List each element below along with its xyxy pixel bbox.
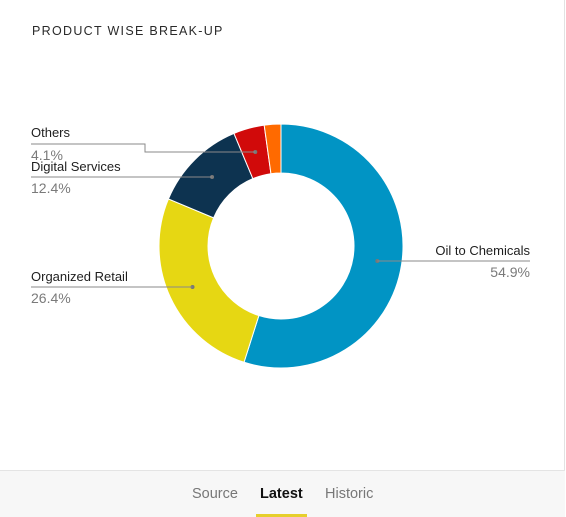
donut-slice-oil-to-chemicals[interactable] — [243, 123, 404, 369]
leader-dot — [253, 149, 258, 154]
slice-label-name: Organized Retail — [31, 269, 128, 284]
donut-slice-unlabeled[interactable] — [263, 123, 282, 175]
slice-label-name: Oil to Chemicals — [435, 243, 530, 258]
slice-label-name: Digital Services — [31, 159, 121, 174]
slice-label-value: 4.1% — [31, 147, 63, 163]
active-tab-indicator — [256, 514, 307, 517]
chart-title: PRODUCT WISE BREAK-UP — [32, 24, 224, 38]
tab-bar: Source Latest Historic — [0, 470, 565, 517]
slice-label-value: 54.9% — [490, 264, 530, 280]
tab-latest[interactable]: Latest — [256, 471, 307, 517]
slice-label-name: Others — [31, 125, 71, 140]
slice-label-value: 26.4% — [31, 290, 71, 306]
donut-chart: Oil to Chemicals 54.9% Organized Retail 26.… — [31, 123, 530, 369]
tab-source[interactable]: Source — [192, 486, 238, 502]
slice-label-value: 12.4% — [31, 180, 71, 196]
donut-slice-organized-retail[interactable] — [158, 198, 260, 363]
tab-historic[interactable]: Historic — [325, 486, 374, 502]
tab-latest-label: Latest — [260, 486, 303, 502]
leader-line — [31, 143, 256, 153]
